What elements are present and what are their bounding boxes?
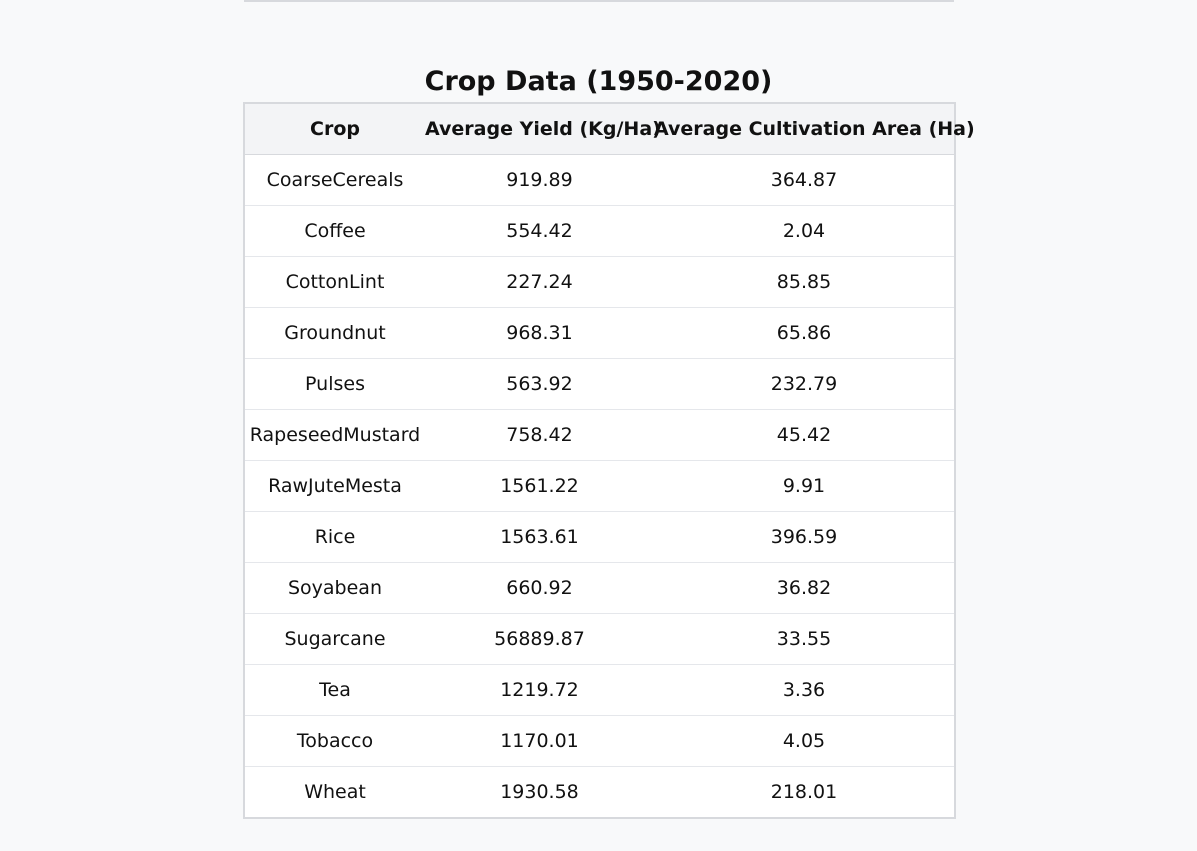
cell-average-cultivation-area: 85.85 [654, 256, 954, 308]
table-row: Wheat 1930.58 218.01 [245, 767, 954, 818]
cell-crop: Wheat [304, 781, 366, 803]
table-row: CottonLint 227.24 85.85 [245, 256, 954, 308]
cell-crop: CoarseCereals [245, 154, 425, 206]
column-header-average-cultivation-area[interactable]: Average Cultivation Area (Ha) [654, 104, 975, 155]
table-header: Crop Average Yield (Kg/Ha) Average Culti… [245, 104, 975, 155]
crop-data-table-container: Crop Average Yield (Kg/Ha) Average Culti… [243, 102, 975, 819]
cell-average-yield: 227.24 [425, 256, 654, 308]
cell-average-cultivation-area: 65.86 [654, 307, 954, 359]
table-row: CoarseCereals 919.89 364.87 [245, 154, 954, 206]
table-body: CoarseCereals 919.89 364.87 Coffee 554.4… [245, 154, 954, 818]
cell-average-cultivation-area: 364.87 [654, 154, 954, 206]
cell-average-cultivation-area: 232.79 [654, 358, 954, 410]
cell-average-yield: 554.42 [425, 205, 654, 257]
column-header-average-yield[interactable]: Average Yield (Kg/Ha) [425, 104, 661, 155]
cell-crop: Coffee [245, 205, 425, 257]
cell-crop: RawJuteMesta [245, 460, 425, 512]
cell-average-yield: 1563.61 [425, 511, 654, 563]
cell-crop: Tea [245, 664, 425, 716]
cell-average-yield: 1219.72 [425, 664, 654, 716]
cell-average-cultivation-area: 36.82 [654, 562, 954, 614]
table-row: Rice 1563.61 396.59 [245, 511, 954, 563]
table-row: Tobacco 1170.01 4.05 [245, 715, 954, 767]
cell-crop: Sugarcane [245, 613, 425, 665]
cell-average-cultivation-area: 3.36 [654, 664, 954, 716]
cell-average-yield: 1930.58 [500, 781, 579, 803]
cell-average-yield: 56889.87 [425, 613, 654, 665]
cell-average-yield: 660.92 [425, 562, 654, 614]
table-row: Coffee 554.42 2.04 [245, 205, 954, 257]
cell-average-cultivation-area: 45.42 [654, 409, 954, 461]
cell-crop: Rice [245, 511, 425, 563]
table-row: Groundnut 968.31 65.86 [245, 307, 954, 359]
cell-average-cultivation-area: 396.59 [654, 511, 954, 563]
crop-data-table: Crop Average Yield (Kg/Ha) Average Culti… [245, 104, 975, 818]
cell-average-cultivation-area: 2.04 [654, 205, 954, 257]
cell-average-cultivation-area: 9.91 [654, 460, 954, 512]
cell-average-yield: 919.89 [425, 154, 654, 206]
table-row: Pulses 563.92 232.79 [245, 358, 954, 410]
cell-crop: Pulses [245, 358, 425, 410]
table-row: Sugarcane 56889.87 33.55 [245, 613, 954, 665]
table-row: RapeseedMustard 758.42 45.42 [245, 409, 954, 461]
table-row: RawJuteMesta 1561.22 9.91 [245, 460, 954, 512]
cell-average-yield: 1170.01 [425, 715, 654, 767]
cell-average-yield: 1561.22 [425, 460, 654, 512]
cell-crop: RapeseedMustard [245, 409, 425, 461]
cell-average-cultivation-area: 33.55 [654, 613, 954, 665]
table-row: Tea 1219.72 3.36 [245, 664, 954, 716]
cell-crop: Tobacco [245, 715, 425, 767]
cell-crop: Soyabean [245, 562, 425, 614]
cell-average-yield: 968.31 [425, 307, 654, 359]
cell-crop: CottonLint [245, 256, 425, 308]
header-row: Crop Average Yield (Kg/Ha) Average Culti… [245, 104, 975, 155]
table-row: Soyabean 660.92 36.82 [245, 562, 954, 614]
cell-average-yield: 563.92 [425, 358, 654, 410]
cell-average-cultivation-area: 4.05 [654, 715, 954, 767]
column-header-crop[interactable]: Crop [245, 104, 425, 155]
top-divider [244, 0, 954, 2]
cell-average-cultivation-area: 218.01 [770, 781, 838, 803]
cell-average-yield: 758.42 [425, 409, 654, 461]
page-title: Crop Data (1950-2020) [424, 66, 773, 98]
cell-crop: Groundnut [245, 307, 425, 359]
